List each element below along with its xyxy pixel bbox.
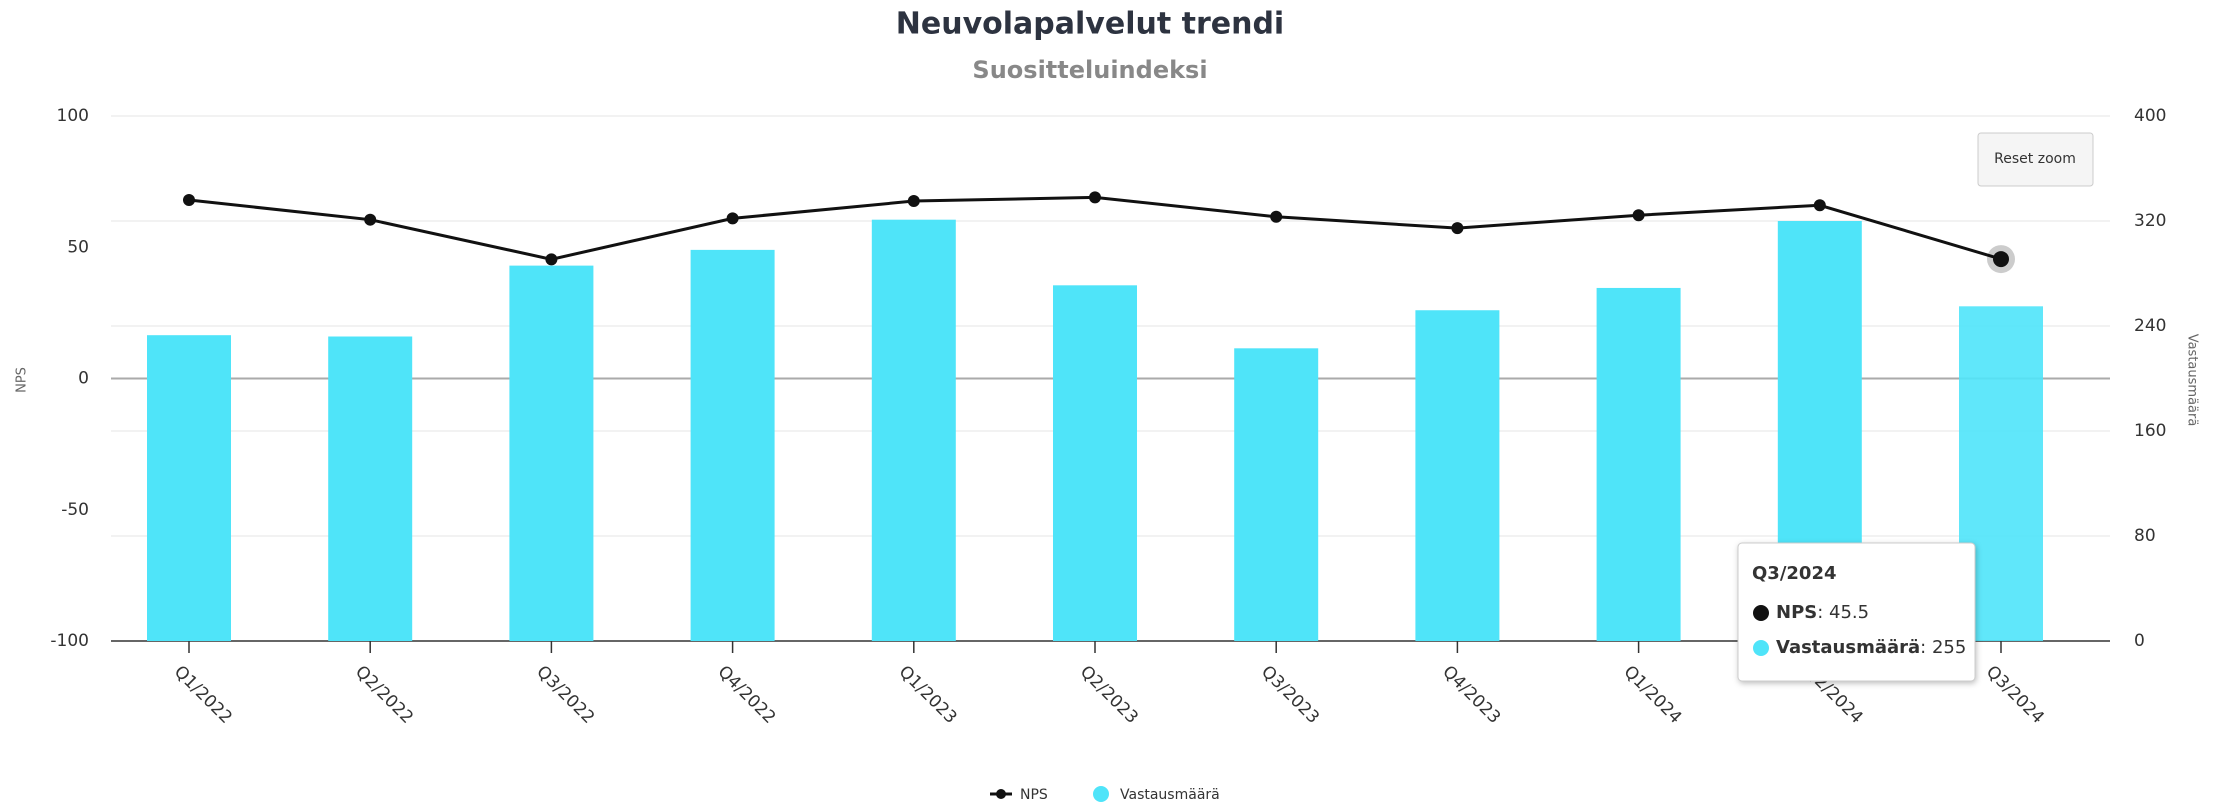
tooltip-series-name: Vastausmäärä: [1776, 637, 1920, 658]
x-tick-label: Q2/2023: [1076, 662, 1142, 728]
nps-point: [1270, 210, 1283, 223]
nps-point: [1451, 222, 1464, 235]
tooltip-title: Q3/2024: [1752, 563, 1837, 584]
tooltip-box: [1737, 542, 1976, 682]
nps-line: [188, 195, 2002, 261]
y2-tick-label: 400: [2134, 106, 2166, 126]
bar: [328, 336, 413, 641]
nps-point: [364, 213, 377, 226]
legend-dot: [996, 789, 1006, 799]
nps-point: [545, 253, 558, 266]
tooltip-row: Vastausmäärä: 255: [1776, 637, 1966, 658]
y-tick-label: -50: [61, 500, 89, 520]
x-tick-label: Q3/2022: [532, 662, 598, 728]
tooltip-series-name: NPS: [1776, 602, 1817, 623]
bar: [1234, 348, 1319, 641]
legend-label[interactable]: NPS: [1020, 787, 1048, 803]
y-tick-label: 50: [67, 237, 89, 257]
bar: [1596, 287, 1681, 641]
bar: [871, 219, 956, 641]
tooltip-dot: [1753, 605, 1769, 621]
y2-tick-label: 240: [2134, 316, 2166, 336]
bar: [1415, 310, 1500, 641]
tooltip-row: NPS: 45.5: [1776, 602, 1869, 623]
x-tick-label: Q2/2022: [351, 662, 417, 728]
y2-tick-label: 0: [2134, 631, 2145, 651]
legend-dot: [1093, 786, 1109, 802]
nps-point: [183, 194, 195, 206]
x-tick-label: Q4/2022: [714, 662, 780, 728]
y2-tick-label: 320: [2134, 211, 2166, 231]
nps-point: [1089, 191, 1101, 204]
y-tick-label: -100: [50, 631, 89, 651]
tooltip-value: 45.5: [1829, 602, 1869, 623]
y2-tick-label: 80: [2134, 526, 2156, 546]
x-tick-label: Q4/2023: [1438, 662, 1504, 728]
x-tick-label: Q1/2023: [895, 662, 961, 728]
x-tick-label: Q1/2024: [1620, 662, 1686, 728]
tooltip: Q3/2024 NPS: 45.5 Vastausmäärä: 255: [1737, 542, 1976, 682]
tooltip-dot: [1753, 640, 1769, 656]
tooltip-value: 255: [1932, 637, 1966, 658]
y2-axis-title: Vastausmäärä: [2185, 334, 2200, 427]
chart-title: Neuvolapalvelut trendi: [896, 7, 1284, 42]
nps-point: [907, 195, 920, 208]
x-tick-label: Q3/2023: [1257, 662, 1323, 728]
button-box: [1977, 132, 2094, 187]
y-tick-label: 0: [78, 369, 89, 389]
y-axis-title: NPS: [15, 367, 30, 393]
nps-point: [726, 212, 739, 225]
bar: [1053, 285, 1137, 641]
x-tick-label: Q3/2024: [1982, 662, 2048, 728]
legend-label[interactable]: Vastausmäärä: [1120, 787, 1220, 803]
x-tick-label: Q1/2022: [170, 662, 236, 728]
bar: [147, 335, 231, 641]
chart-subtitle: Suositteluindeksi: [972, 56, 1207, 84]
reset-zoom-button[interactable]: Reset zoom: [1977, 132, 2094, 187]
button-label: Reset zoom: [1994, 151, 2076, 167]
y2-tick-label: 160: [2134, 421, 2166, 441]
bar: [690, 249, 775, 641]
bar: [509, 265, 594, 641]
nps-point: [1993, 251, 2009, 268]
nps-point: [1632, 209, 1645, 222]
y-tick-label: 100: [57, 106, 89, 126]
nps-point: [1813, 199, 1826, 212]
